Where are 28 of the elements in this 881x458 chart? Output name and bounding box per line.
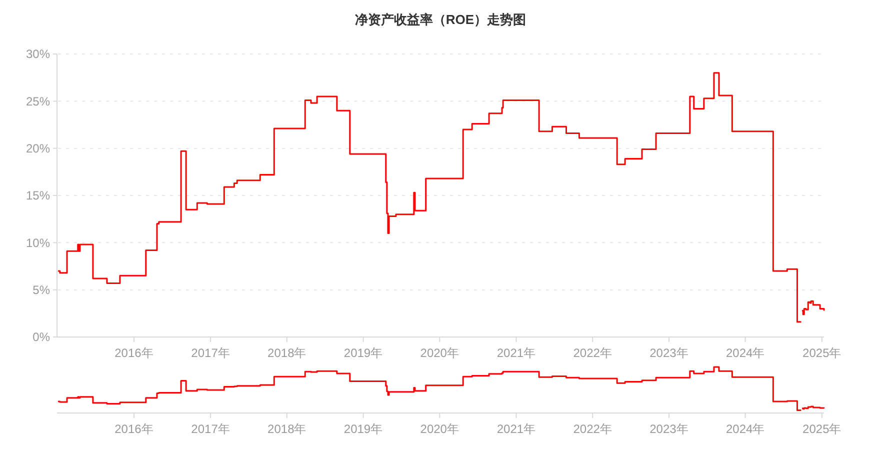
x-tick-label: 2022年 — [573, 422, 612, 436]
x-tick-label: 2022年 — [573, 346, 612, 360]
x-tick-label: 2019年 — [344, 422, 383, 436]
x-tick-label: 2024年 — [726, 422, 765, 436]
chart-title: 净资产收益率（ROE）走势图 — [354, 12, 526, 27]
x-tick-label: 2024年 — [726, 346, 765, 360]
x-tick-label: 2025年 — [802, 346, 842, 360]
y-tick-label: 20% — [26, 142, 50, 156]
y-tick-label: 25% — [26, 94, 50, 108]
x-tick-label: 2016年 — [114, 346, 154, 360]
x-tick-label: 2018年 — [268, 422, 306, 436]
x-tick-label: 2020年 — [420, 422, 459, 436]
x-tick-label: 2016年 — [114, 422, 154, 436]
y-tick-label: 30% — [26, 47, 50, 62]
y-tick-label: 0% — [32, 330, 50, 344]
x-tick-label: 2019年 — [344, 346, 383, 360]
y-tick-label: 5% — [32, 283, 50, 298]
x-tick-label: 2023年 — [650, 422, 688, 436]
x-tick-label: 2018年 — [268, 346, 306, 360]
x-tick-label: 2020年 — [420, 346, 459, 360]
x-tick-label: 2021年 — [496, 422, 536, 436]
x-tick-label: 2025年 — [802, 422, 842, 436]
x-tick-label: 2021年 — [496, 346, 536, 360]
y-tick-label: 10% — [26, 236, 50, 250]
x-tick-label: 2023年 — [650, 346, 688, 360]
x-tick-label: 2017年 — [191, 422, 230, 436]
x-tick-label: 2017年 — [191, 346, 230, 360]
y-tick-label: 15% — [26, 188, 50, 203]
